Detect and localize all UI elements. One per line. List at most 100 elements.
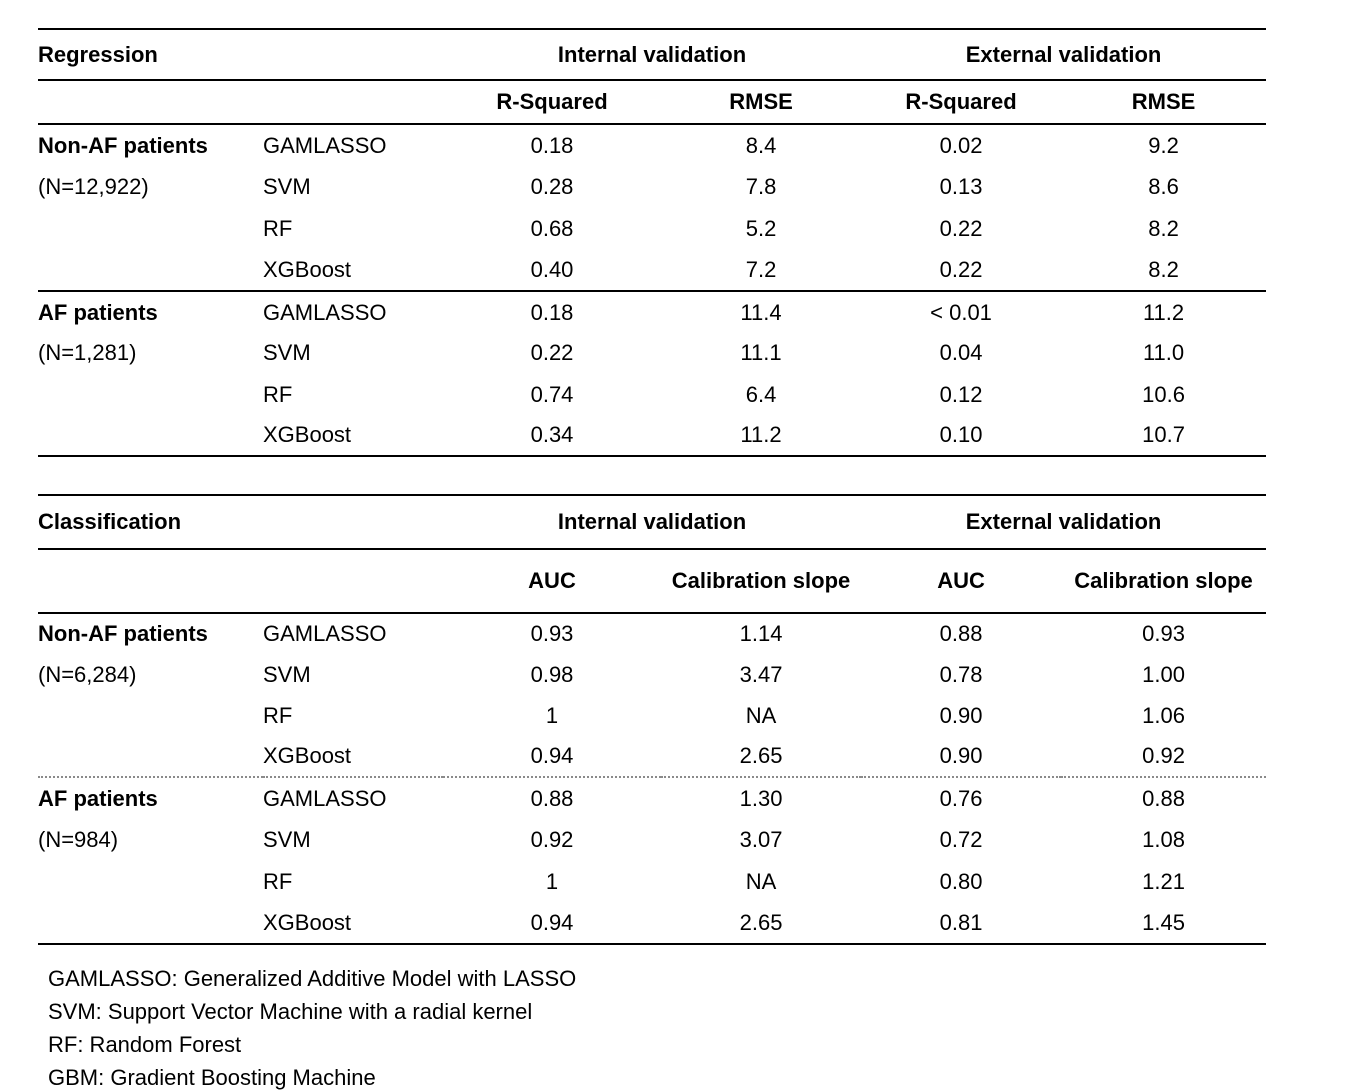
metric-header: RMSE [661, 80, 862, 125]
value-cell: 11.4 [661, 289, 862, 333]
value-cell: 0.88 [1061, 776, 1267, 819]
metric-header: Calibration slope [661, 549, 862, 614]
model-name: RF [263, 381, 293, 407]
table-row: XGBoost 0.94 2.65 0.90 0.92 [38, 736, 1266, 777]
value-cell: 11.1 [740, 340, 782, 366]
spacer-cell [38, 374, 263, 415]
value-cell: NA [745, 868, 777, 894]
value-cell: 0.18 [443, 289, 662, 333]
value-cell: 1 [545, 868, 559, 894]
value-cell: 3.07 [739, 827, 783, 853]
model-name: XGBoost [263, 902, 444, 945]
value-cell: 7.2 [745, 257, 777, 283]
model-name: GAMLASSO [263, 289, 444, 333]
group-name: AF patients [38, 289, 263, 333]
value-cell: 11.2 [1061, 289, 1267, 333]
model-name: XGBoost [263, 257, 352, 283]
regression-section-title: Regression [38, 28, 444, 81]
table-row: Classification Internal validation Exter… [38, 494, 1267, 550]
model-name: RF [263, 868, 293, 894]
value-cell: 0.40 [530, 257, 574, 283]
metric-header: R-Squared [443, 80, 662, 125]
table-row: R-Squared RMSE R-Squared RMSE [38, 80, 1267, 125]
group-name: AF patients [38, 776, 263, 819]
value-cell: 0.22 [530, 340, 574, 366]
value-cell: 5.2 [745, 215, 777, 241]
value-cell: 0.94 [443, 902, 662, 945]
value-cell: 11.0 [1142, 340, 1185, 366]
value-cell: 0.28 [530, 174, 574, 200]
value-cell: 1.45 [1061, 902, 1267, 945]
value-cell: 0.22 [939, 257, 983, 283]
table-row: RF 1 NA 0.90 1.06 [38, 695, 1266, 736]
metric-header: R-Squared [861, 80, 1062, 125]
spacer-cell [38, 80, 444, 125]
value-cell: 8.6 [1148, 174, 1179, 200]
classification-table: Classification Internal validation Exter… [38, 494, 1267, 945]
value-cell: 0.18 [530, 132, 574, 158]
metric-header: Calibration slope [1061, 549, 1267, 614]
spacer-cell [38, 549, 444, 614]
table-row: Non-AF patients GAMLASSO 0.18 8.4 0.02 9… [38, 124, 1266, 166]
value-cell: 1.00 [1142, 661, 1185, 687]
group-n: (N=1,281) [38, 340, 137, 366]
table-row: (N=984) SVM 0.92 3.07 0.72 1.08 [38, 819, 1266, 861]
footnote-line: GAMLASSO: Generalized Additive Model wit… [48, 966, 577, 991]
value-cell: 1.30 [661, 776, 862, 819]
value-cell: 0.12 [939, 381, 983, 407]
regression-table: Regression Internal validation External … [38, 28, 1267, 458]
model-name: GAMLASSO [263, 132, 387, 158]
value-cell: 2.65 [661, 902, 862, 945]
value-cell: 0.10 [861, 414, 1062, 458]
table-row: Non-AF patients GAMLASSO 0.93 1.14 0.88 … [38, 613, 1266, 654]
footnote-line: GBM: Gradient Boosting Machine [48, 1065, 376, 1090]
group-n: (N=6,284) [38, 661, 137, 687]
value-cell: 8.4 [745, 132, 777, 158]
table-row: (N=12,922) SVM 0.28 7.8 0.13 8.6 [38, 166, 1266, 208]
table-row: XGBoost 0.94 2.65 0.81 1.45 [38, 902, 1267, 945]
table-row: XGBoost 0.34 11.2 0.10 10.7 [38, 414, 1267, 458]
value-cell: 0.93 [1142, 621, 1185, 647]
value-cell: 0.81 [861, 902, 1062, 945]
classification-section-title: Classification [38, 494, 444, 550]
table-row: (N=1,281) SVM 0.22 11.1 0.04 11.0 [38, 332, 1266, 373]
model-name: SVM [263, 340, 311, 366]
value-cell: 10.7 [1061, 414, 1267, 458]
table-row: Regression Internal validation External … [38, 28, 1267, 81]
model-name: RF [263, 215, 293, 241]
value-cell: 0.98 [530, 661, 574, 687]
group-name: Non-AF patients [38, 621, 208, 647]
value-cell: 0.88 [939, 621, 983, 647]
value-cell: 0.80 [939, 868, 983, 894]
group-n: (N=12,922) [38, 174, 149, 200]
spacer-cell [38, 208, 263, 250]
value-cell: 6.4 [745, 381, 777, 407]
table-row: AF patients GAMLASSO 0.88 1.30 0.76 0.88 [38, 776, 1267, 819]
value-cell: 1.14 [739, 621, 783, 647]
value-cell: 0.76 [861, 776, 1062, 819]
spacer-cell [38, 902, 263, 945]
value-cell: < 0.01 [861, 289, 1062, 333]
value-cell: 0.88 [443, 776, 662, 819]
spacer-cell [38, 249, 263, 291]
value-cell: 1.08 [1142, 827, 1185, 853]
external-validation-header: External validation [861, 28, 1267, 81]
group-name: Non-AF patients [38, 132, 208, 158]
group-n: (N=984) [38, 827, 119, 853]
model-name: XGBoost [263, 743, 352, 769]
value-cell: 0.74 [530, 381, 574, 407]
spacer-cell [38, 861, 263, 903]
value-cell: 0.90 [939, 743, 983, 769]
model-name: GAMLASSO [263, 776, 444, 819]
spacer-cell [38, 736, 263, 777]
model-name: SVM [263, 661, 311, 687]
value-cell: 0.92 [1142, 743, 1185, 769]
table-row: RF 1 NA 0.80 1.21 [38, 861, 1266, 903]
value-cell: 0.34 [443, 414, 662, 458]
value-cell: 9.2 [1148, 132, 1179, 158]
table-row: RF 0.68 5.2 0.22 8.2 [38, 208, 1266, 250]
model-name: RF [263, 702, 293, 728]
model-name: SVM [263, 174, 311, 200]
value-cell: 0.78 [939, 661, 983, 687]
value-cell: 0.90 [939, 702, 983, 728]
